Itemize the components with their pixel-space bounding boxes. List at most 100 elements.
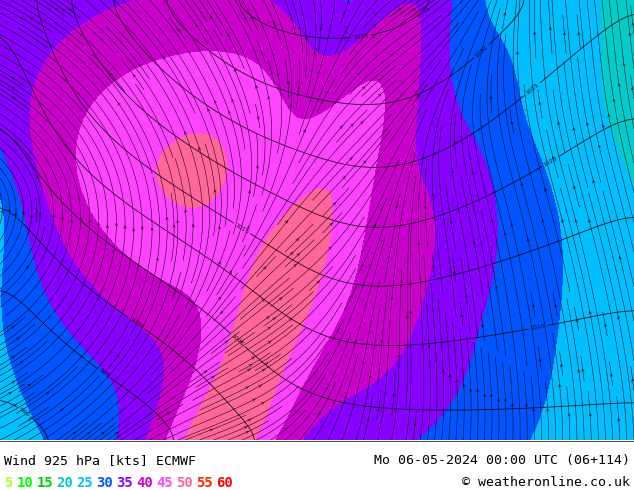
FancyArrowPatch shape xyxy=(15,213,17,216)
FancyArrowPatch shape xyxy=(333,202,336,205)
FancyArrowPatch shape xyxy=(608,115,610,117)
FancyArrowPatch shape xyxy=(297,253,300,256)
FancyArrowPatch shape xyxy=(295,411,298,414)
FancyArrowPatch shape xyxy=(511,224,514,227)
FancyArrowPatch shape xyxy=(631,379,634,382)
FancyArrowPatch shape xyxy=(342,176,346,179)
FancyArrowPatch shape xyxy=(60,409,63,412)
FancyArrowPatch shape xyxy=(527,239,529,242)
FancyArrowPatch shape xyxy=(21,18,24,20)
FancyArrowPatch shape xyxy=(8,209,11,212)
FancyArrowPatch shape xyxy=(618,84,621,86)
FancyArrowPatch shape xyxy=(247,369,250,371)
FancyArrowPatch shape xyxy=(98,223,100,225)
FancyArrowPatch shape xyxy=(151,228,153,231)
FancyArrowPatch shape xyxy=(623,64,625,66)
FancyArrowPatch shape xyxy=(417,96,419,98)
FancyArrowPatch shape xyxy=(28,419,31,421)
FancyArrowPatch shape xyxy=(192,224,195,227)
FancyArrowPatch shape xyxy=(373,24,376,27)
FancyArrowPatch shape xyxy=(178,29,180,32)
FancyArrowPatch shape xyxy=(279,297,282,300)
FancyArrowPatch shape xyxy=(39,213,41,215)
FancyArrowPatch shape xyxy=(141,226,143,229)
FancyArrowPatch shape xyxy=(330,223,332,226)
FancyArrowPatch shape xyxy=(313,372,315,375)
Text: 35: 35 xyxy=(117,476,133,490)
FancyArrowPatch shape xyxy=(526,404,527,406)
FancyArrowPatch shape xyxy=(163,57,165,60)
FancyArrowPatch shape xyxy=(158,123,161,125)
FancyArrowPatch shape xyxy=(257,117,260,119)
FancyArrowPatch shape xyxy=(228,34,230,37)
FancyArrowPatch shape xyxy=(372,34,375,37)
Text: 20: 20 xyxy=(56,476,74,490)
FancyArrowPatch shape xyxy=(174,290,176,292)
FancyArrowPatch shape xyxy=(110,74,113,76)
FancyArrowPatch shape xyxy=(252,357,254,359)
FancyArrowPatch shape xyxy=(573,186,576,189)
FancyArrowPatch shape xyxy=(340,126,342,129)
FancyArrowPatch shape xyxy=(560,364,563,367)
FancyArrowPatch shape xyxy=(362,86,365,90)
FancyArrowPatch shape xyxy=(598,145,600,148)
Text: 1000: 1000 xyxy=(129,317,144,330)
FancyArrowPatch shape xyxy=(589,414,592,416)
FancyArrowPatch shape xyxy=(100,38,103,42)
FancyArrowPatch shape xyxy=(613,99,615,102)
FancyArrowPatch shape xyxy=(578,32,580,35)
FancyArrowPatch shape xyxy=(73,432,76,435)
FancyArrowPatch shape xyxy=(435,360,437,363)
FancyArrowPatch shape xyxy=(470,389,472,392)
FancyArrowPatch shape xyxy=(568,414,571,416)
FancyArrowPatch shape xyxy=(124,226,126,228)
FancyArrowPatch shape xyxy=(62,9,65,12)
Text: 40: 40 xyxy=(136,476,153,490)
Text: 1030: 1030 xyxy=(474,44,489,58)
FancyArrowPatch shape xyxy=(303,130,306,133)
Text: 1005: 1005 xyxy=(230,333,245,347)
FancyArrowPatch shape xyxy=(165,335,168,338)
FancyArrowPatch shape xyxy=(351,124,353,127)
FancyArrowPatch shape xyxy=(261,52,264,54)
FancyArrowPatch shape xyxy=(55,22,58,25)
FancyArrowPatch shape xyxy=(442,369,444,372)
FancyArrowPatch shape xyxy=(262,369,265,371)
FancyArrowPatch shape xyxy=(230,270,231,273)
FancyArrowPatch shape xyxy=(245,387,249,389)
FancyArrowPatch shape xyxy=(266,317,269,319)
FancyArrowPatch shape xyxy=(69,9,72,12)
FancyArrowPatch shape xyxy=(220,311,223,314)
FancyArrowPatch shape xyxy=(476,389,479,392)
FancyArrowPatch shape xyxy=(387,256,390,258)
FancyArrowPatch shape xyxy=(589,312,592,314)
FancyArrowPatch shape xyxy=(539,359,541,362)
FancyArrowPatch shape xyxy=(70,220,73,222)
FancyArrowPatch shape xyxy=(316,281,320,284)
FancyArrowPatch shape xyxy=(116,355,119,358)
FancyArrowPatch shape xyxy=(167,412,170,415)
FancyArrowPatch shape xyxy=(418,243,420,245)
FancyArrowPatch shape xyxy=(357,73,360,75)
FancyArrowPatch shape xyxy=(26,267,28,269)
FancyArrowPatch shape xyxy=(224,341,228,343)
FancyArrowPatch shape xyxy=(511,122,514,124)
FancyArrowPatch shape xyxy=(409,311,411,314)
FancyArrowPatch shape xyxy=(378,94,381,97)
FancyArrowPatch shape xyxy=(118,103,120,105)
FancyArrowPatch shape xyxy=(30,17,33,20)
FancyArrowPatch shape xyxy=(631,23,634,25)
FancyArrowPatch shape xyxy=(391,297,393,299)
FancyArrowPatch shape xyxy=(398,355,400,358)
FancyArrowPatch shape xyxy=(313,52,316,54)
FancyArrowPatch shape xyxy=(290,252,293,255)
FancyArrowPatch shape xyxy=(12,381,15,384)
FancyArrowPatch shape xyxy=(207,109,210,112)
FancyArrowPatch shape xyxy=(273,318,276,320)
FancyArrowPatch shape xyxy=(483,394,486,397)
FancyArrowPatch shape xyxy=(296,238,299,241)
FancyArrowPatch shape xyxy=(299,27,301,29)
FancyArrowPatch shape xyxy=(37,176,39,179)
FancyArrowPatch shape xyxy=(342,12,345,15)
FancyArrowPatch shape xyxy=(235,69,236,72)
